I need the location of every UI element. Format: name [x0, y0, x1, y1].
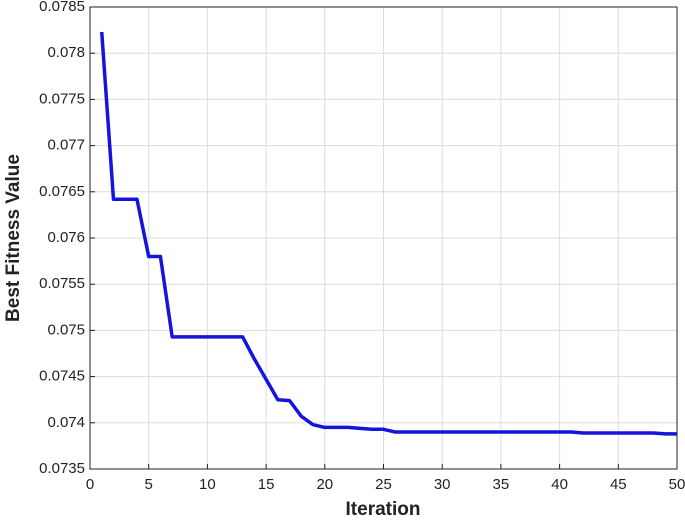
y-tick-label: 0.0785: [39, 0, 85, 15]
y-tick-label: 0.078: [47, 44, 85, 61]
y-tick-label: 0.0775: [39, 90, 85, 107]
y-tick-label: 0.0745: [39, 368, 85, 385]
y-tick-label: 0.075: [47, 321, 85, 338]
y-tick-label: 0.077: [47, 137, 85, 154]
x-tick-label: 20: [316, 476, 333, 493]
y-tick-label: 0.076: [47, 229, 85, 246]
y-tick-label: 0.074: [47, 414, 85, 431]
x-tick-label: 0: [86, 476, 94, 493]
y-tick-label: 0.0735: [39, 460, 85, 477]
x-tick-label: 5: [145, 476, 153, 493]
plot-frame: [89, 6, 678, 470]
x-tick-label: 10: [199, 476, 216, 493]
y-tick-label: 0.0765: [39, 183, 85, 200]
y-tick-label: 0.0755: [39, 275, 85, 292]
data-line: [99, 31, 677, 436]
x-axis-label: Iteration: [346, 499, 421, 520]
x-tick-label: 35: [493, 476, 510, 493]
x-tick-label: 30: [434, 476, 451, 493]
x-tick-label: 25: [375, 476, 392, 493]
x-tick-label: 15: [258, 476, 275, 493]
y-axis-label: Best Fitness Value: [3, 154, 24, 322]
x-tick-label: 45: [610, 476, 627, 493]
x-tick-label: 40: [551, 476, 568, 493]
x-tick-label: 50: [669, 476, 685, 493]
